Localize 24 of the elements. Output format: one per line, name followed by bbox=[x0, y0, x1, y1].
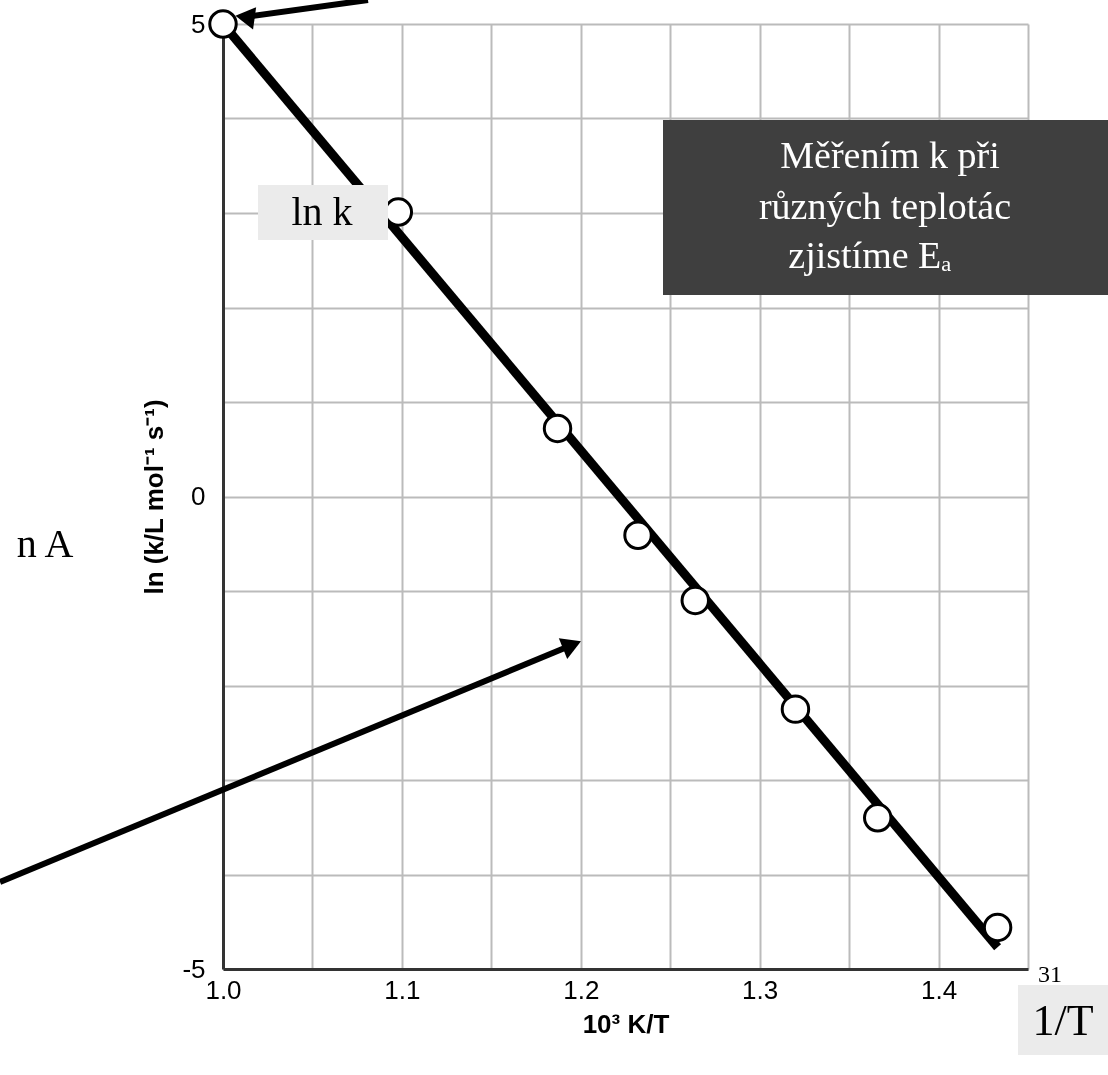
point bbox=[542, 413, 573, 444]
x-tick-label: 1.3 bbox=[742, 974, 779, 1005]
annotation: ln k bbox=[291, 189, 353, 234]
point bbox=[680, 585, 710, 616]
annotation: různých teplotác bbox=[758, 185, 1012, 227]
y-tick-label: 0 bbox=[191, 481, 206, 511]
point bbox=[863, 803, 893, 833]
point bbox=[208, 9, 238, 39]
y-axis-title: ln (k/L mol⁻¹ s⁻¹) bbox=[139, 399, 170, 595]
annotation: zjistíme Eₐ bbox=[788, 234, 952, 276]
y-tick-label: -5 bbox=[182, 953, 206, 984]
point bbox=[780, 694, 811, 724]
text: n A bbox=[16, 521, 74, 566]
text: 31 bbox=[1038, 961, 1062, 987]
x-axis-title: 10³ K/T bbox=[582, 1008, 670, 1039]
x-tick-label: 1.2 bbox=[563, 974, 600, 1005]
x-tick-label: 1.0 bbox=[205, 974, 242, 1005]
x-tick-label: 1.4 bbox=[920, 974, 958, 1005]
y-tick-label: 5 bbox=[191, 8, 206, 39]
x-tick-label: 1.1 bbox=[384, 974, 421, 1005]
annotation: Měřením k při bbox=[780, 134, 1000, 176]
point bbox=[982, 912, 1013, 943]
point bbox=[623, 520, 653, 550]
text: 1/T bbox=[1032, 996, 1094, 1045]
